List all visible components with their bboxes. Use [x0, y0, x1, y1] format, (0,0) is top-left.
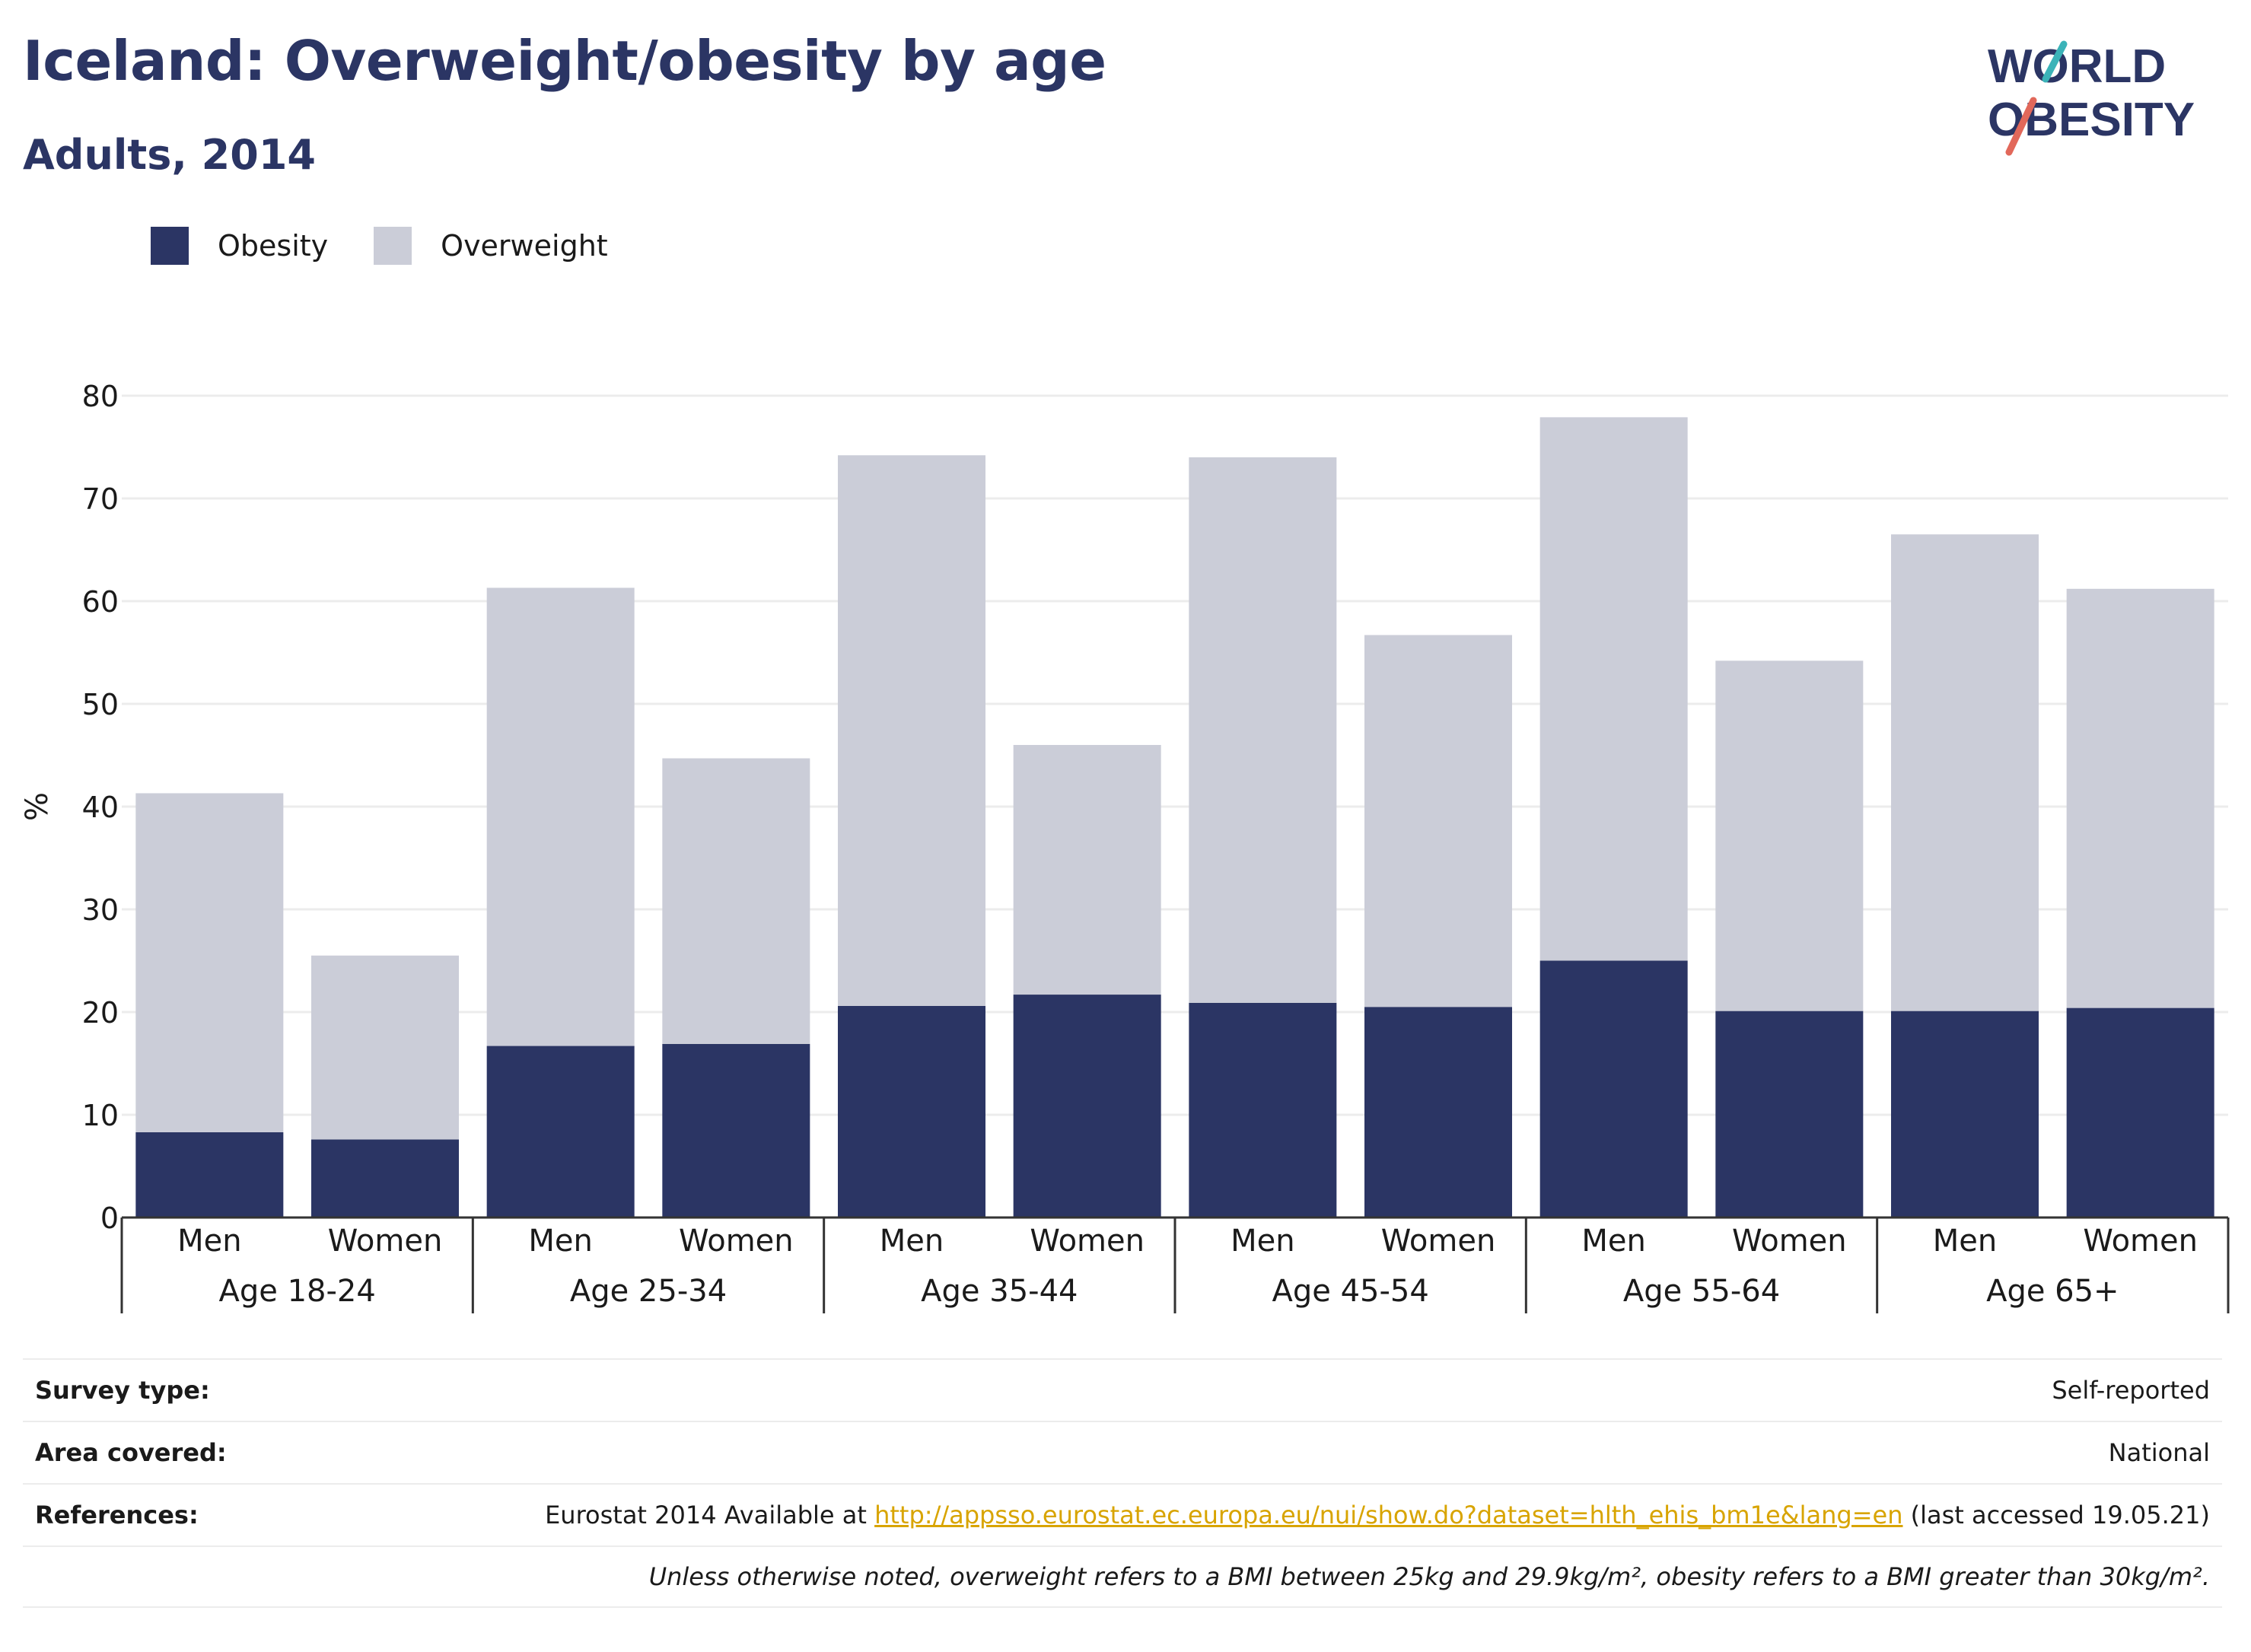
meta-row-survey-type: Survey type: Self-reported	[23, 1358, 2222, 1421]
bar-overweight[interactable]	[1539, 417, 1688, 961]
stacked-bar-chart: 0 10 20 30 40 50 60 70 80% Men Women Men Women Men Wom…	[20, 380, 2230, 1313]
group-label: Age 25-34	[570, 1274, 727, 1309]
survey-type-label: Survey type:	[35, 1376, 210, 1405]
bar-obesity[interactable]	[486, 1046, 635, 1218]
bar-obesity[interactable]	[1715, 1011, 1864, 1218]
bar-obesity[interactable]	[838, 1005, 985, 1218]
legend-label-obesity: Obesity	[218, 229, 329, 263]
bar-overweight[interactable]	[486, 587, 635, 1046]
bar-overweight[interactable]	[1364, 635, 1512, 1007]
bar-overweight[interactable]	[1189, 457, 1337, 1003]
bar-obesity[interactable]	[135, 1132, 284, 1218]
references-link[interactable]: http://appsso.eurostat.ec.europa.eu/nui/…	[874, 1501, 1903, 1529]
x-tick-label: Men	[1581, 1224, 1645, 1259]
chart-legend: Obesity Overweight	[151, 227, 654, 265]
bar-obesity[interactable]	[311, 1139, 459, 1218]
x-tick-label: Men	[1933, 1224, 1997, 1259]
group-label: Age 65+	[1986, 1274, 2119, 1309]
x-tick-label: Women	[1732, 1224, 1847, 1259]
chart-metadata-table: Survey type: Self-reported Area covered:…	[23, 1358, 2222, 1608]
legend-swatch-obesity	[151, 227, 189, 265]
bar-overweight[interactable]	[1013, 745, 1161, 995]
logo-slash-teal	[2042, 40, 2068, 83]
y-tick-label: 40	[82, 791, 119, 824]
bar-overweight[interactable]	[662, 758, 810, 1044]
page-title: Iceland: Overweight/obesity by age	[23, 29, 1106, 93]
legend-label-overweight: Overweight	[441, 229, 608, 263]
x-tick-label: Men	[177, 1224, 241, 1259]
bar-obesity[interactable]	[1189, 1002, 1337, 1218]
y-tick-label: 0	[100, 1202, 119, 1235]
bar-overweight[interactable]	[838, 455, 985, 1006]
references-prefix: Eurostat 2014 Available at	[545, 1501, 867, 1529]
x-tick-label: Women	[2083, 1224, 2198, 1259]
bar-obesity[interactable]	[2066, 1007, 2214, 1218]
y-axis-title: %	[20, 792, 55, 821]
y-tick-label: 80	[82, 380, 119, 413]
legend-item-overweight[interactable]: Overweight	[374, 227, 608, 265]
y-tick-label: 30	[82, 893, 119, 927]
legend-swatch-overweight	[374, 227, 412, 265]
bar-obesity[interactable]	[1013, 995, 1161, 1218]
x-tick-label: Men	[1231, 1224, 1294, 1259]
legend-item-obesity[interactable]: Obesity	[151, 227, 328, 265]
bar-overweight[interactable]	[1891, 534, 2039, 1011]
page-subtitle: Adults, 2014	[23, 131, 316, 179]
meta-row-references: References: Eurostat 2014 Available at h…	[23, 1483, 2222, 1545]
references-value: Eurostat 2014 Available at http://appsso…	[545, 1501, 2210, 1529]
world-obesity-logo: WORLD OBESITY	[1988, 40, 2195, 156]
y-tick-label: 60	[82, 585, 119, 619]
bar-obesity[interactable]	[1891, 1011, 2039, 1218]
bar-obesity[interactable]	[1539, 960, 1688, 1218]
meta-row-note: Unless otherwise noted, overweight refer…	[23, 1545, 2222, 1608]
x-tick-label: Women	[328, 1224, 443, 1259]
x-tick-label: Women	[679, 1224, 794, 1259]
x-tick-label: Men	[880, 1224, 944, 1259]
bar-overweight[interactable]	[1715, 660, 1864, 1011]
survey-type-value: Self-reported	[2052, 1376, 2210, 1405]
y-tick-label: 20	[82, 996, 119, 1030]
bar-overweight[interactable]	[2066, 588, 2214, 1008]
area-covered-label: Area covered:	[35, 1438, 227, 1467]
meta-row-area-covered: Area covered: National	[23, 1421, 2222, 1483]
y-tick-label: 70	[82, 482, 119, 516]
definition-note: Unless otherwise noted, overweight refer…	[648, 1562, 2210, 1591]
references-suffix: (last accessed 19.05.21)	[1910, 1501, 2210, 1529]
bar-obesity[interactable]	[662, 1043, 810, 1218]
y-tick-label: 10	[82, 1099, 119, 1132]
bar-overweight[interactable]	[135, 793, 284, 1132]
x-tick-label: Women	[1030, 1224, 1145, 1259]
references-label: References:	[35, 1501, 199, 1529]
group-label: Age 35-44	[921, 1274, 1078, 1309]
area-covered-value: National	[2108, 1438, 2210, 1467]
x-tick-label: Women	[1381, 1224, 1496, 1259]
logo-slash-red	[2005, 97, 2037, 156]
group-label: Age 55-64	[1623, 1274, 1780, 1309]
x-tick-label: Men	[528, 1224, 592, 1259]
logo-line1: WORLD	[1988, 40, 2166, 93]
y-tick-label: 50	[82, 688, 119, 721]
bar-overweight[interactable]	[311, 955, 459, 1140]
group-label: Age 45-54	[1272, 1274, 1429, 1309]
group-label: Age 18-24	[219, 1274, 376, 1309]
bar-obesity[interactable]	[1364, 1007, 1512, 1218]
